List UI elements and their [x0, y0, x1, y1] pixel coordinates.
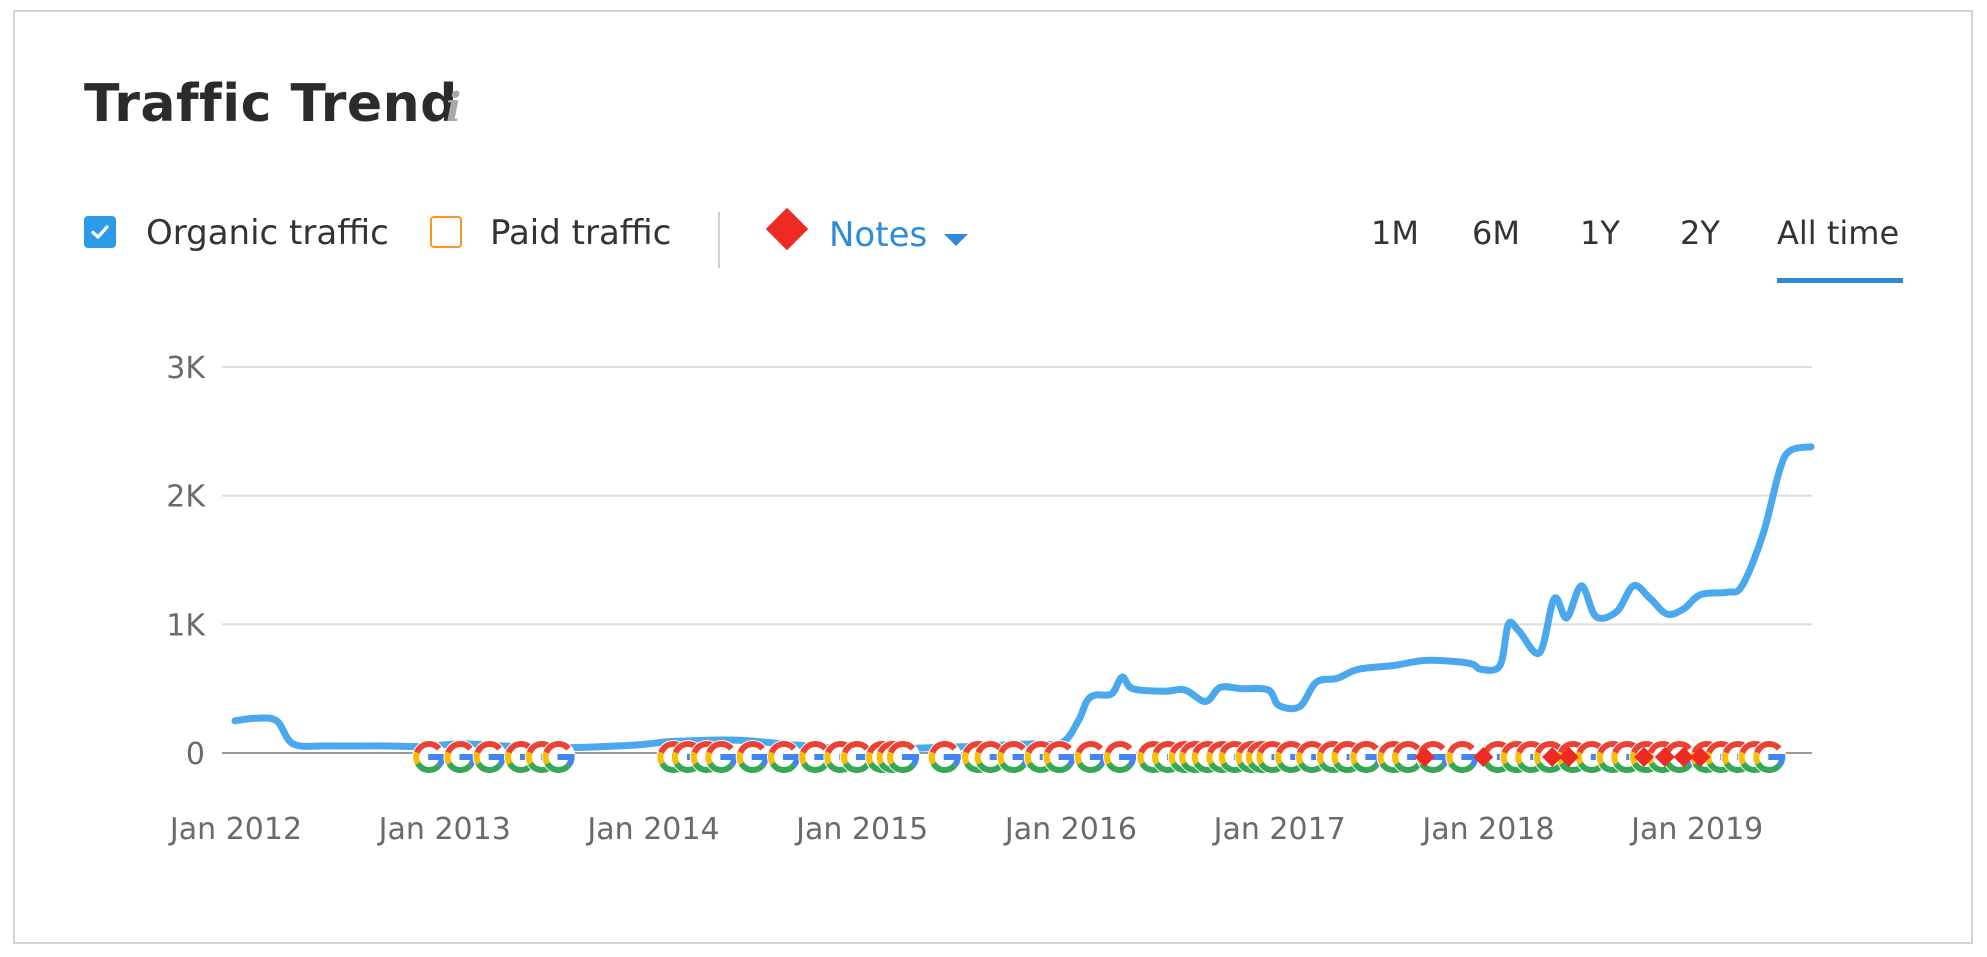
y-tick-label: 1K — [166, 608, 206, 643]
notes-dropdown-label[interactable]: Notes — [829, 215, 928, 255]
note-marker — [1542, 747, 1563, 767]
note-marker — [1673, 747, 1694, 767]
paid-traffic-label[interactable]: Paid traffic — [490, 213, 672, 253]
note-marker — [1473, 747, 1494, 767]
note-marker — [1634, 747, 1655, 767]
x-tick-label: Jan 2012 — [168, 812, 302, 847]
x-tick-label: Jan 2017 — [1212, 812, 1346, 847]
x-tick-label: Jan 2013 — [377, 812, 511, 847]
period-2y[interactable]: 2Y — [1680, 214, 1720, 252]
y-tick-label: 3K — [166, 351, 206, 386]
note-marker — [1558, 747, 1579, 767]
period-6m[interactable]: 6M — [1472, 214, 1520, 252]
x-tick-label: Jan 2016 — [1003, 812, 1137, 847]
traffic-trend-card — [13, 10, 1973, 944]
google-update-marker[interactable] — [1349, 740, 1384, 774]
note-marker — [1414, 747, 1435, 767]
google-update-marker[interactable] — [443, 740, 478, 774]
google-update-marker[interactable] — [1103, 740, 1138, 774]
info-icon[interactable]: i — [446, 84, 462, 131]
google-update-marker[interactable] — [472, 740, 507, 774]
google-update-marker[interactable] — [1752, 740, 1787, 774]
organic-traffic-label[interactable]: Organic traffic — [146, 213, 389, 253]
google-update-marker[interactable] — [412, 740, 447, 774]
google-update-marker[interactable] — [1073, 740, 1108, 774]
google-update-marker[interactable] — [1042, 740, 1077, 774]
google-update-marker[interactable] — [704, 740, 739, 774]
y-tick-label: 0 — [186, 737, 205, 772]
google-update-marker[interactable] — [766, 740, 801, 774]
period-1y[interactable]: 1Y — [1580, 214, 1620, 252]
paid-traffic-checkbox[interactable] — [430, 216, 462, 248]
x-tick-label: Jan 2018 — [1420, 812, 1554, 847]
google-update-marker[interactable] — [927, 740, 962, 774]
page-title: Traffic Trend — [84, 74, 458, 134]
checkmark-icon — [91, 225, 109, 239]
google-update-marker[interactable] — [885, 740, 920, 774]
x-tick-label: Jan 2014 — [585, 812, 719, 847]
google-update-marker[interactable] — [735, 740, 770, 774]
google-update-marker[interactable] — [840, 740, 875, 774]
active-period-underline — [1777, 278, 1903, 283]
y-tick-label: 2K — [166, 480, 206, 515]
period-1m[interactable]: 1M — [1371, 214, 1419, 252]
organic-traffic-checkbox[interactable] — [84, 216, 116, 248]
x-tick-label: Jan 2015 — [794, 812, 928, 847]
chevron-down-icon[interactable] — [944, 234, 968, 246]
controls-divider — [718, 212, 720, 268]
note-marker — [1654, 747, 1675, 767]
google-update-marker[interactable] — [541, 740, 576, 774]
google-update-marker[interactable] — [996, 740, 1031, 774]
period-all-time[interactable]: All time — [1777, 214, 1900, 252]
x-tick-label: Jan 2019 — [1629, 812, 1763, 847]
note-marker — [1690, 747, 1711, 767]
organic-traffic-series-line — [231, 443, 1815, 753]
